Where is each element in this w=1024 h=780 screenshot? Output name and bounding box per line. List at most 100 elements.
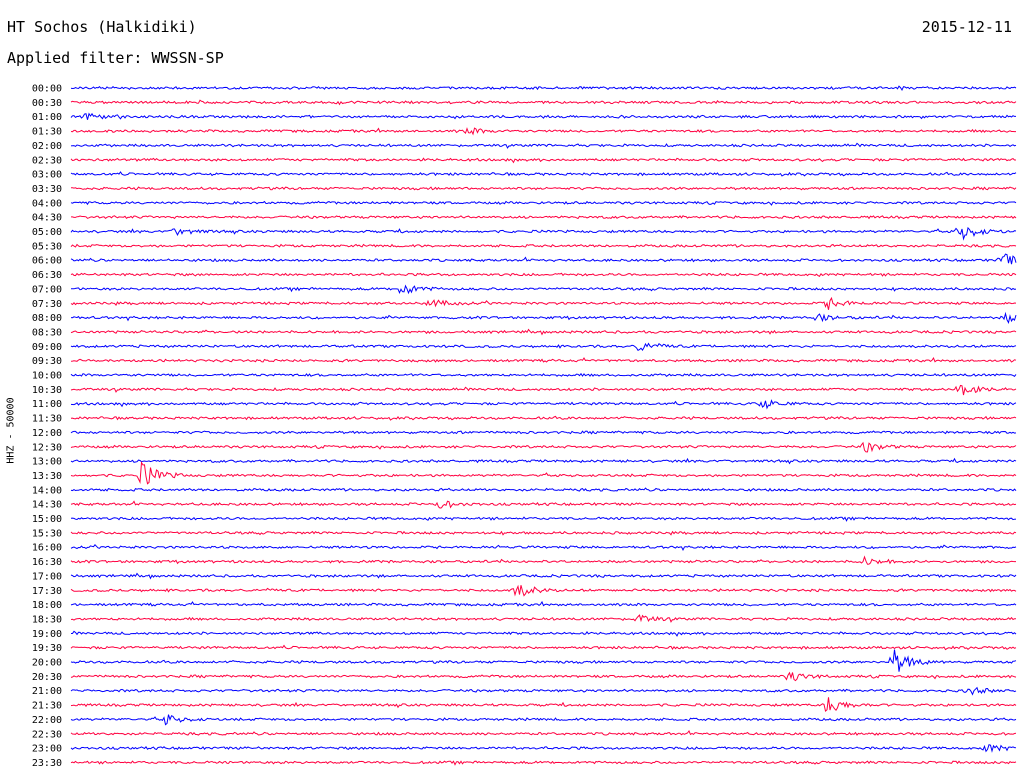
seismic-trace <box>70 760 1017 766</box>
seismic-trace <box>70 186 1017 191</box>
time-label: 19:00 <box>32 629 62 640</box>
seismic-trace <box>70 85 1017 92</box>
seismic-trace <box>70 253 1017 265</box>
time-label: 10:00 <box>32 371 62 382</box>
seismic-trace <box>70 487 1017 492</box>
seismic-trace <box>70 342 1017 351</box>
seismic-trace <box>70 328 1017 336</box>
time-label: 11:00 <box>32 399 62 410</box>
seismic-trace <box>70 614 1017 623</box>
filter-label: Applied filter: WWSSN-SP <box>7 49 224 67</box>
time-label: 07:30 <box>32 299 62 310</box>
time-label: 17:00 <box>32 571 62 582</box>
seismic-trace <box>70 112 1016 120</box>
seismic-trace <box>70 697 1017 713</box>
time-label: 16:00 <box>32 543 62 554</box>
time-label: 13:30 <box>32 471 62 482</box>
time-label: 05:00 <box>32 227 62 238</box>
seismic-trace <box>70 200 1017 206</box>
time-label: 00:00 <box>32 84 62 95</box>
time-label: 12:30 <box>32 442 62 453</box>
time-label: 04:30 <box>32 213 62 224</box>
seismic-trace <box>70 572 1017 580</box>
seismic-trace <box>70 644 1017 651</box>
seismic-trace <box>70 441 1017 453</box>
seismic-trace <box>70 544 1017 552</box>
seismic-trace <box>70 500 1017 509</box>
time-label: 08:00 <box>32 313 62 324</box>
seismic-trace <box>70 457 1017 465</box>
time-label: 09:00 <box>32 342 62 353</box>
seismic-trace <box>70 372 1017 378</box>
time-label: 14:00 <box>32 485 62 496</box>
seismic-trace <box>70 516 1017 522</box>
seismic-trace <box>70 142 1017 149</box>
time-label: 04:00 <box>32 198 62 209</box>
time-label: 23:30 <box>32 758 62 769</box>
seismic-trace <box>71 630 1017 637</box>
seismic-trace <box>70 226 1017 241</box>
station-title: HT Sochos (Halkidiki) <box>7 18 197 36</box>
time-label: 14:30 <box>32 500 62 511</box>
seismic-trace <box>70 649 1017 672</box>
seismic-trace <box>70 99 1017 106</box>
seismic-trace <box>70 311 1017 325</box>
seismic-trace <box>70 357 1017 363</box>
time-label: 03:00 <box>32 170 62 181</box>
time-label: 10:30 <box>32 385 62 396</box>
seismic-trace <box>70 584 1017 597</box>
seismic-trace <box>70 744 1017 753</box>
time-label: 20:00 <box>32 658 62 669</box>
seismic-trace <box>70 384 1017 396</box>
time-label: 21:00 <box>32 686 62 697</box>
time-label: 00:30 <box>32 98 62 109</box>
time-label: 07:00 <box>32 284 62 295</box>
time-label: 01:00 <box>32 112 62 123</box>
seismic-trace <box>70 461 1017 485</box>
time-label: 09:30 <box>32 356 62 367</box>
time-label: 22:00 <box>32 715 62 726</box>
time-label: 02:00 <box>32 141 62 152</box>
seismic-trace <box>70 530 1017 536</box>
seismic-trace <box>70 399 1017 410</box>
seismic-trace <box>70 686 1017 696</box>
seismic-trace <box>70 430 1017 435</box>
time-label: 13:00 <box>32 457 62 468</box>
time-label: 21:30 <box>32 701 62 712</box>
seismic-trace <box>70 171 1017 177</box>
seismic-trace <box>70 415 1017 421</box>
seismic-trace <box>70 157 1016 164</box>
seismic-trace <box>70 600 1017 607</box>
seismic-trace <box>70 671 1017 682</box>
time-label: 08:30 <box>32 327 62 338</box>
seismic-trace <box>70 127 1016 136</box>
seismic-trace <box>71 215 1017 220</box>
time-label: 18:30 <box>32 614 62 625</box>
time-label: 20:30 <box>32 672 62 683</box>
seismic-trace <box>70 714 1017 726</box>
time-label: 18:00 <box>32 600 62 611</box>
time-label: 03:30 <box>32 184 62 195</box>
seismic-trace <box>71 284 1017 295</box>
time-label: 06:30 <box>32 270 62 281</box>
time-label: 19:30 <box>32 643 62 654</box>
time-label: 02:30 <box>32 155 62 166</box>
time-label: 01:30 <box>32 127 62 138</box>
time-label: 05:30 <box>32 241 62 252</box>
time-label: 17:30 <box>32 586 62 597</box>
seismic-trace <box>70 730 1017 736</box>
time-label: 15:30 <box>32 528 62 539</box>
time-label: 11:30 <box>32 414 62 425</box>
time-label: 15:00 <box>32 514 62 525</box>
seismic-trace <box>70 272 1017 277</box>
time-label: 06:00 <box>32 256 62 267</box>
date-label: 2015-12-11 <box>921 18 1012 36</box>
time-label: 23:00 <box>32 744 62 755</box>
seismic-trace <box>70 243 1017 248</box>
seismic-trace <box>70 296 1017 310</box>
time-label: 22:30 <box>32 729 62 740</box>
time-label: 12:00 <box>32 428 62 439</box>
seismic-trace <box>70 555 1016 565</box>
time-label: 16:30 <box>32 557 62 568</box>
